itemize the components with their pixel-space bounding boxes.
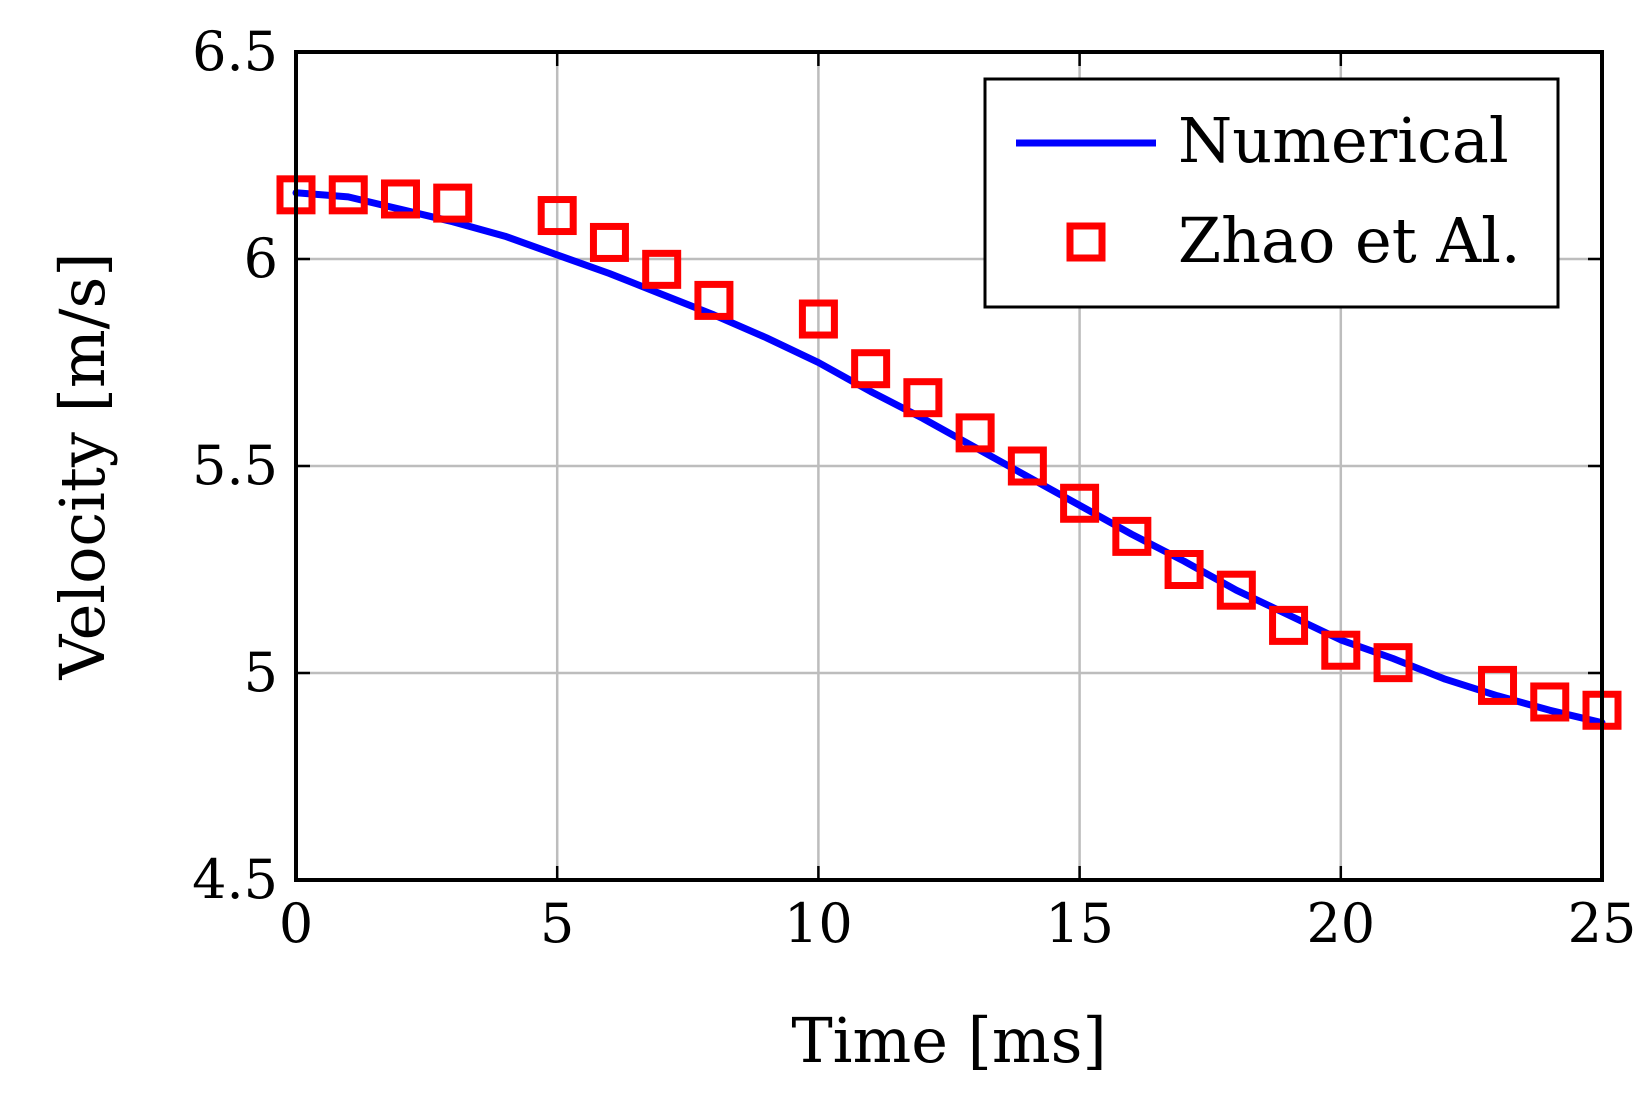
legend-label-numerical: Numerical: [1178, 104, 1509, 177]
y-tick-label: 4.5: [192, 848, 278, 911]
zhao-data-point: [537, 196, 577, 236]
legend-box: [983, 77, 1560, 309]
plot-series: [276, 175, 1622, 730]
zhao-data-point: [589, 222, 629, 262]
zhao-data-point: [1530, 682, 1570, 722]
y-tick-label: 6.5: [192, 20, 278, 83]
zhao-data-point: [433, 183, 473, 223]
zhao-data-point: [1321, 630, 1361, 670]
legend-label-zhao-et-al: Zhao et Al.: [1178, 204, 1521, 277]
zhao-data-point: [1216, 570, 1256, 610]
y-tick-label: 5.5: [192, 434, 278, 497]
zhao-data-point: [642, 249, 682, 289]
y-tick-label: 6: [244, 227, 278, 290]
zhao-data-point: [798, 299, 838, 339]
legend-square-marker: [1066, 222, 1106, 262]
zhao-data-point: [1060, 483, 1100, 523]
zhao-data-point: [1007, 446, 1047, 486]
zhao-data-point: [1112, 516, 1152, 556]
zhao-data-point: [851, 349, 891, 389]
zhao-data-point: [1478, 665, 1518, 705]
axis-ticks: 0 5 10 15 20 25 4.5 5 5.5 6 6.5: [192, 20, 1636, 955]
zhao-data-point: [1269, 605, 1309, 645]
y-axis-title: Velocity [m/s]: [46, 252, 119, 680]
x-tick-label: 5: [540, 892, 574, 955]
x-tick-label: 25: [1568, 892, 1637, 955]
x-axis-title: Time [ms]: [791, 1004, 1106, 1077]
y-tick-label: 5: [244, 641, 278, 704]
x-tick-label: 15: [1045, 892, 1114, 955]
zhao-data-point: [1164, 550, 1204, 589]
zhao-data-point: [694, 280, 734, 320]
zhao-data-point: [903, 378, 943, 418]
zhao-data-point: [328, 175, 368, 215]
x-tick-label: 0: [279, 892, 313, 955]
legend: Numerical Zhao et Al.: [983, 77, 1560, 309]
numerical-line: [292, 189, 1606, 727]
zhao-data-point: [1373, 643, 1413, 683]
zhao-data-point: [955, 413, 995, 453]
zhao-data-point: [380, 179, 420, 219]
x-tick-label: 10: [784, 892, 853, 955]
x-tick-label: 20: [1306, 892, 1375, 955]
